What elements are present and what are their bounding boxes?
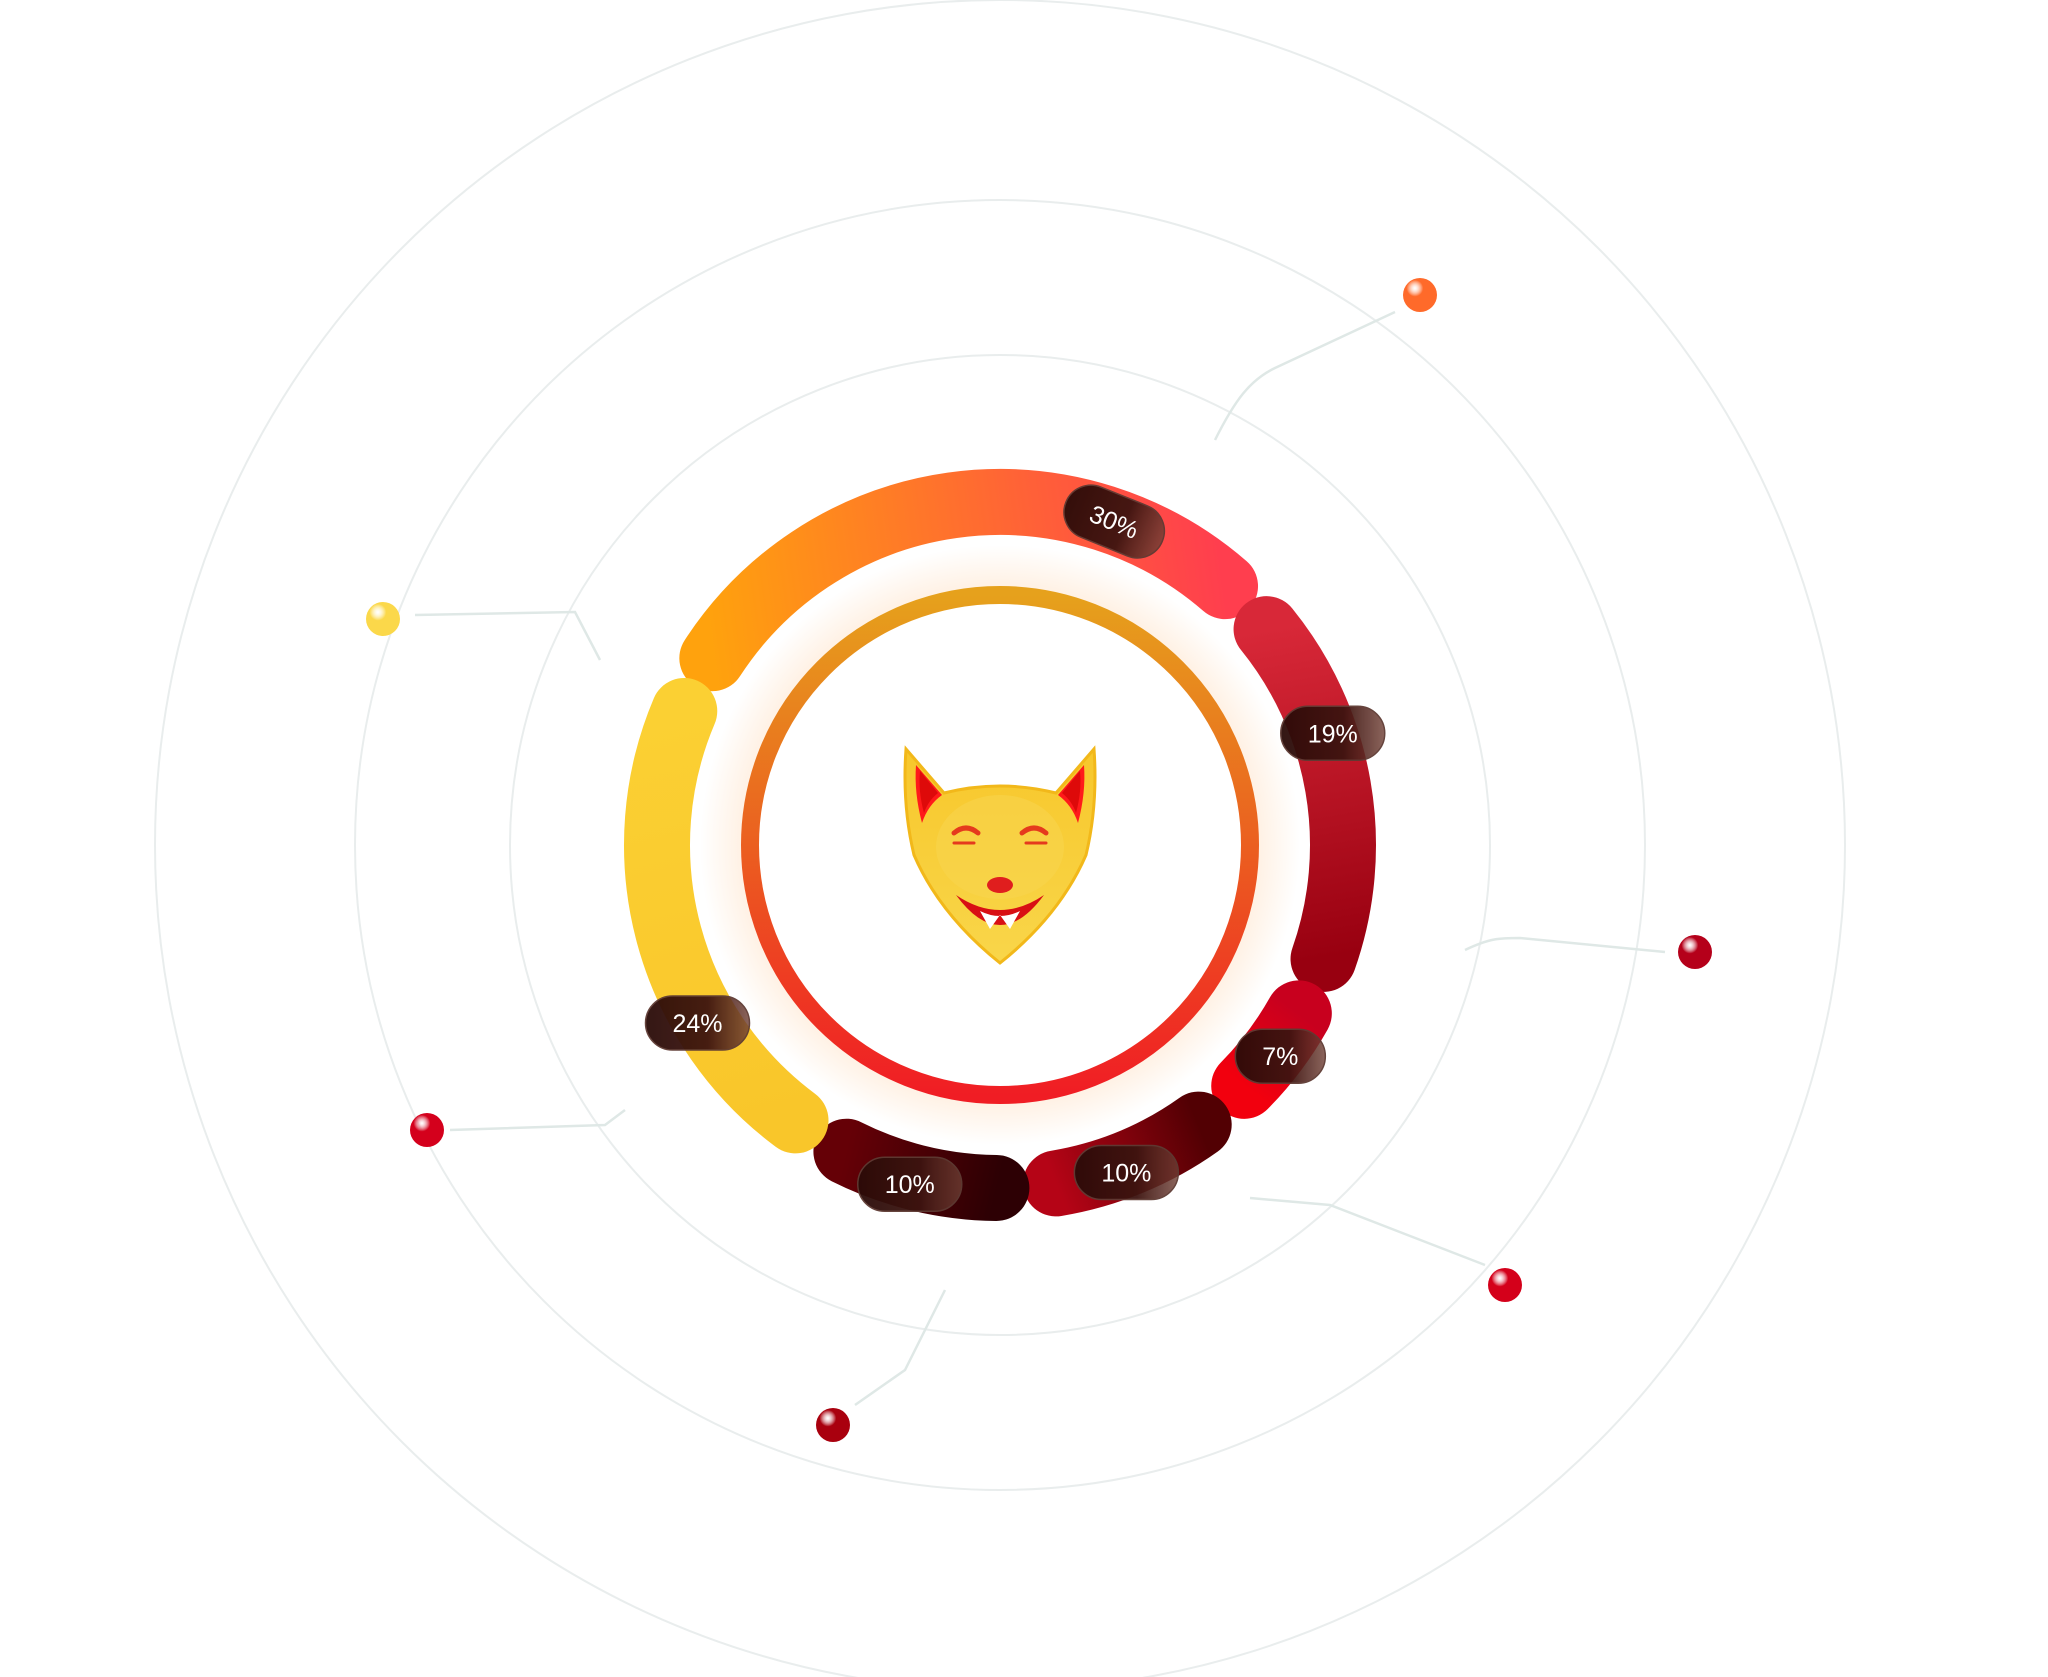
center-ring (741, 586, 1259, 1104)
percentage-label: 19% (1279, 705, 1386, 762)
leader-line (854, 1289, 947, 1407)
leader-line (1464, 936, 1666, 954)
percentage-label: 10% (856, 1156, 963, 1212)
leader-line (414, 610, 602, 661)
percentage-label: 7% (1234, 1028, 1327, 1084)
leader-lines (414, 310, 1666, 1407)
percentage-label: 30% (1063, 484, 1166, 559)
orbit-circle (154, 0, 1846, 1677)
marker-dot (1488, 1268, 1522, 1302)
marker-dot (1678, 935, 1712, 969)
leader-line (1249, 1196, 1486, 1267)
marker-dot (366, 602, 400, 636)
leader-line (449, 1109, 626, 1132)
percentage-label-pill (1234, 1028, 1327, 1084)
fox-face-icon (903, 745, 1097, 965)
leader-line (1213, 310, 1396, 441)
marker-dot (410, 1113, 444, 1147)
marker-dot (816, 1408, 850, 1442)
percentage-label-pill (1279, 705, 1386, 762)
percentage-label-text: 10% (1101, 1159, 1151, 1187)
percentage-label-text: 19% (1308, 720, 1358, 748)
percentage-label-pill (644, 995, 751, 1051)
donut-slice (624, 677, 829, 1154)
donut-slice (1233, 596, 1376, 992)
marker-dots (366, 278, 1712, 1442)
percentage-label-pill (1063, 484, 1166, 559)
percentage-label: 24% (644, 995, 751, 1051)
percentage-label-pill (1073, 1144, 1180, 1201)
orbit-circle (354, 199, 1646, 1491)
percentage-label: 10% (1073, 1144, 1180, 1201)
percentage-label-pill (856, 1156, 963, 1212)
percentage-labels: 30% 19% 7% 10% 10% 24% (644, 484, 1386, 1212)
percentage-label-text: 7% (1262, 1043, 1298, 1071)
percentage-label-text: 10% (885, 1171, 935, 1199)
marker-dot (1403, 278, 1437, 312)
orbit-circle (509, 354, 1491, 1336)
percentage-label-text: 24% (672, 1010, 722, 1038)
